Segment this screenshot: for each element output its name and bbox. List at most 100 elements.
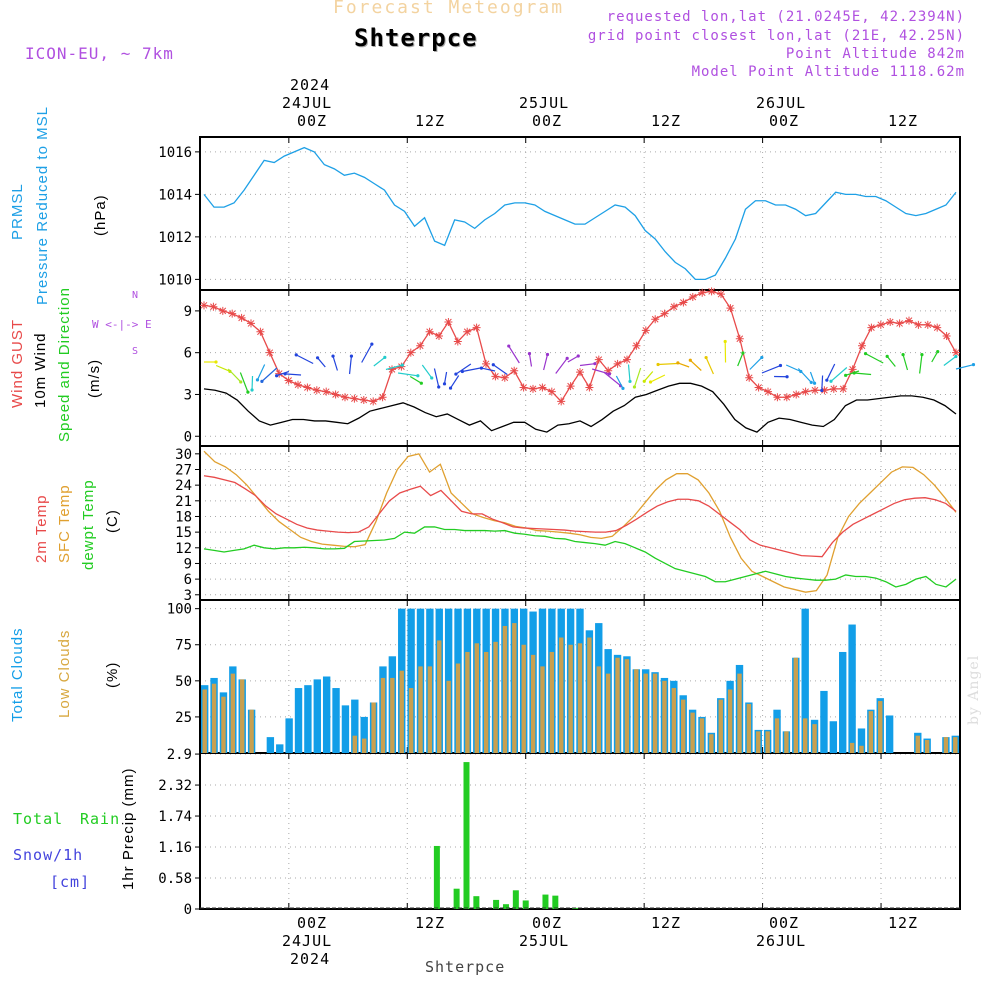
low-cloud-bar: [953, 737, 958, 753]
wind-arrow: [543, 354, 549, 371]
low-cloud-bar: [493, 641, 498, 753]
low-cloud-bar: [446, 680, 451, 753]
gust-point: [350, 394, 359, 403]
gust-point: [670, 302, 678, 311]
low-cloud-bar: [915, 735, 920, 753]
y-tick-label: 2.32: [158, 778, 192, 794]
low-cloud-bar: [699, 718, 705, 753]
total-cloud-bar: [304, 685, 312, 753]
gust-point: [895, 319, 904, 328]
wind-arrow: [886, 356, 896, 367]
wind-arrow-head: [825, 378, 829, 382]
wind-arrow-head: [723, 339, 727, 344]
wind-arrow: [492, 364, 508, 375]
gust-point: [717, 290, 725, 299]
total-cloud-bar: [857, 728, 866, 753]
top-tick-0: 00Z: [297, 112, 328, 130]
y-tick-label: 1010: [158, 272, 192, 288]
low-cloud-bar: [399, 670, 404, 753]
y-tick-label: 2.9: [167, 747, 192, 763]
bottom-year: 2024: [290, 950, 331, 968]
wind-arrow: [508, 345, 520, 364]
low-cloud-bar: [681, 699, 686, 753]
wind-arrow-head: [741, 351, 745, 355]
wind-arrow-head: [246, 390, 250, 394]
gust-point: [416, 341, 425, 350]
rain-bar: [502, 904, 509, 909]
low-cloud-bar: [230, 673, 236, 753]
gust-point: [876, 320, 885, 329]
gust-point: [369, 397, 378, 406]
gust-point: [651, 315, 660, 324]
gust-point: [444, 318, 453, 327]
gust-point: [388, 365, 396, 374]
gust-point: [773, 393, 782, 402]
low-cloud-bar: [211, 683, 217, 753]
gust-point: [867, 323, 876, 332]
wind-arrow: [826, 363, 836, 381]
y-tick-label: 1014: [158, 187, 192, 203]
wind-arrow-head: [971, 363, 976, 367]
y-tick-label: 50: [175, 674, 192, 690]
p2-label-gust: Wind GUST: [9, 318, 26, 408]
wind-arrow: [749, 357, 763, 370]
y-tick-label: 21: [175, 494, 192, 510]
low-cloud-bar: [671, 688, 677, 753]
low-cloud-bar: [474, 643, 479, 753]
wind-arrow-head: [607, 372, 612, 376]
low-cloud-bar: [878, 701, 883, 753]
requested-coords: requested lon,lat (21.0245E, 42.2394N): [606, 9, 965, 25]
wind-arrow-head: [430, 376, 434, 380]
wind-arrow: [902, 354, 909, 371]
y-tick-label: 3: [184, 588, 192, 604]
footer-label: Shterpce: [425, 958, 506, 976]
gust-point: [801, 387, 810, 396]
gust-point: [576, 368, 584, 377]
gust-point: [275, 369, 284, 378]
p5-label-snow: Snow/1h: [13, 846, 84, 864]
wind-arrow-head: [648, 380, 653, 384]
wind-arrow: [481, 367, 496, 372]
y-tick-label: 3: [184, 387, 192, 403]
bottom-day-26: 26JUL: [756, 932, 807, 950]
low-cloud-bar: [483, 651, 489, 753]
gust-point: [820, 386, 829, 395]
wind-arrow: [650, 374, 666, 383]
wind-arrow: [332, 355, 338, 371]
gust-point: [707, 287, 716, 296]
wind-arrow-head: [676, 361, 680, 365]
pressure-series-line: [203, 146, 957, 281]
wind-arrow-head: [400, 363, 404, 367]
gust-point: [500, 373, 509, 382]
low-cloud-bar: [221, 696, 226, 753]
y-tick-label: 1012: [158, 230, 192, 246]
wind-arrow-head: [621, 386, 625, 390]
top-day-24: 24JUL: [282, 94, 333, 112]
low-cloud-bar: [380, 677, 386, 753]
low-cloud-bar: [512, 623, 517, 753]
wind-arrow-head: [954, 354, 958, 359]
low-cloud-bar: [746, 703, 752, 753]
total-cloud-bar: [266, 737, 275, 753]
p2-label-wind: 10m Wind: [32, 332, 49, 408]
gust-point: [886, 318, 895, 327]
p1-label-pressure: Pressure Reduced to MSL: [34, 106, 51, 305]
wind-arrow-head: [920, 353, 924, 357]
low-cloud-bar: [568, 644, 573, 753]
sfc-temp-line: [203, 450, 957, 593]
p4-label-low: Low Clouds: [56, 629, 73, 718]
wind-arrow: [348, 356, 353, 375]
rain-bar: [552, 895, 559, 909]
wind-arrow-head: [704, 355, 708, 360]
rain-bar: [473, 896, 480, 909]
p1-unit: (hPa): [92, 194, 109, 236]
y-tick-label: 6: [184, 572, 192, 588]
low-cloud-bar: [465, 651, 470, 753]
gust-point: [623, 355, 631, 364]
low-cloud-bar: [559, 637, 564, 753]
top-tick-2: 00Z: [532, 112, 563, 130]
wind-arrow-head: [491, 363, 495, 367]
total-cloud-bar: [839, 651, 847, 753]
wind-arrow-head: [260, 379, 264, 383]
wind-arrow: [854, 372, 872, 376]
